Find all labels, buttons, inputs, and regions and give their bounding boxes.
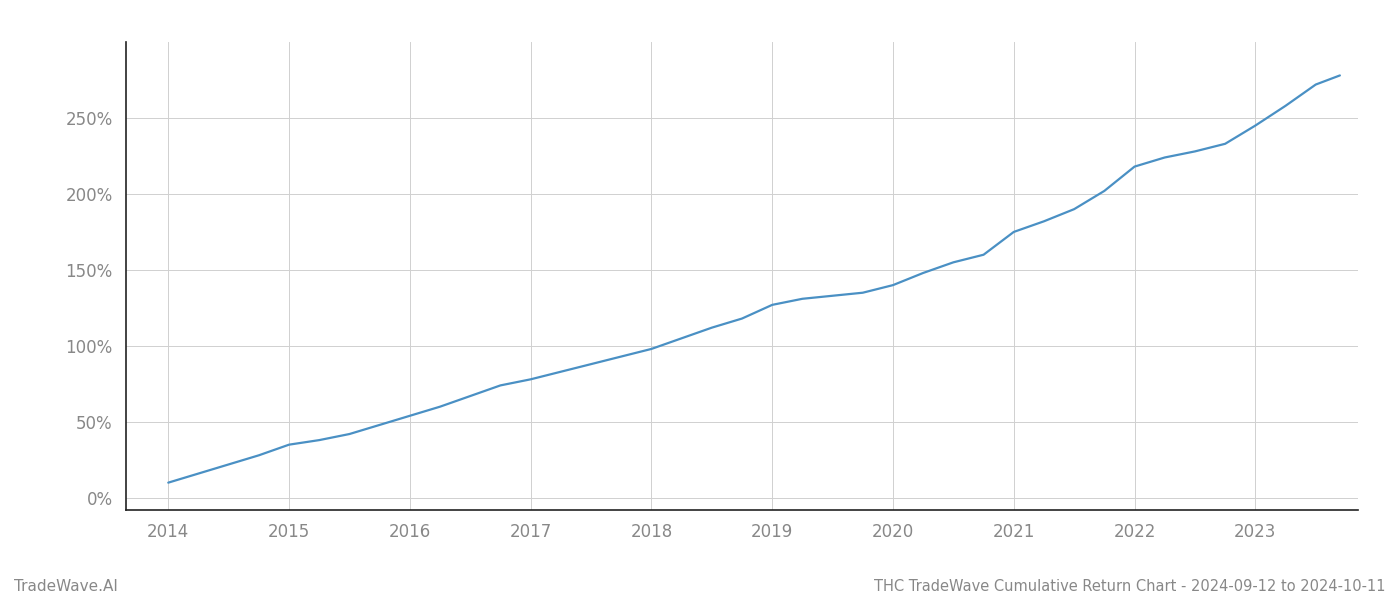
Text: THC TradeWave Cumulative Return Chart - 2024-09-12 to 2024-10-11: THC TradeWave Cumulative Return Chart - … bbox=[875, 579, 1386, 594]
Text: TradeWave.AI: TradeWave.AI bbox=[14, 579, 118, 594]
